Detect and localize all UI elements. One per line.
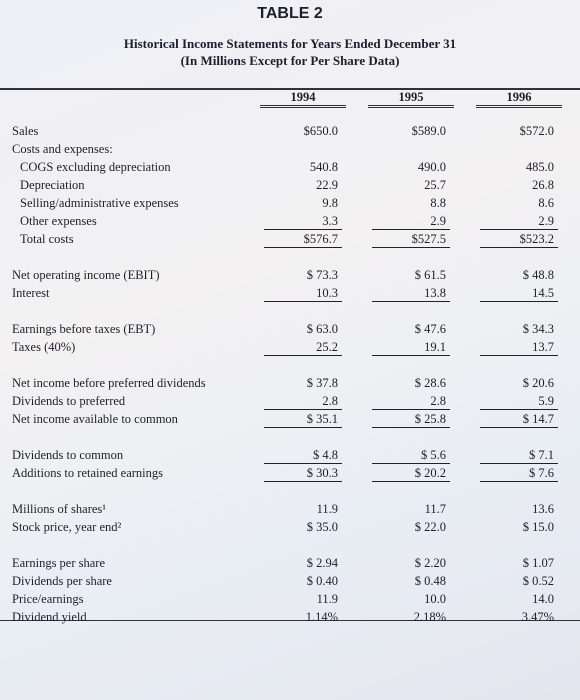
cell: $ 30.3 xyxy=(264,466,342,482)
cell: 2.8 xyxy=(372,394,450,410)
bottom-rule xyxy=(0,620,580,621)
row-label: Earnings per share xyxy=(12,556,106,570)
row-label: Costs and expenses: xyxy=(12,142,113,156)
cell: $ 20.6 xyxy=(522,376,554,390)
row-label: Depreciation xyxy=(20,178,85,192)
row-label: Total costs xyxy=(20,232,74,246)
cell: $ 35.1 xyxy=(264,412,342,428)
cell: $ 14.7 xyxy=(480,412,558,428)
cell: $ 34.3 xyxy=(522,322,554,336)
row-label: COGS excluding depreciation xyxy=(20,160,171,174)
cell: $ 37.8 xyxy=(306,376,338,390)
row-label: Dividends to preferred xyxy=(12,394,126,408)
row-label: Net income before preferred dividends xyxy=(12,376,206,390)
column-header: 1996 xyxy=(476,90,562,108)
subtitle: (In Millions Except for Per Share Data) xyxy=(180,53,400,68)
row-label: Dividends to common xyxy=(12,448,124,462)
cell: $ 7.1 xyxy=(480,448,558,464)
row-label: Selling/administrative expenses xyxy=(20,196,179,210)
cell: $ 5.6 xyxy=(372,448,450,464)
cell: $ 15.0 xyxy=(522,520,554,534)
cell: $ 25.8 xyxy=(372,412,450,428)
cell: $ 2.94 xyxy=(306,556,338,570)
cell: 5.9 xyxy=(480,394,558,410)
row-label: Sales xyxy=(12,124,39,138)
cell: 25.2 xyxy=(264,340,342,356)
cell: $ 7.6 xyxy=(480,466,558,482)
row-label: Price/earnings xyxy=(12,592,84,606)
cell: 10.3 xyxy=(264,286,342,302)
cell: $ 1.07 xyxy=(522,556,554,570)
cell: $ 48.8 xyxy=(522,268,554,282)
cell: $ 47.6 xyxy=(414,322,446,336)
cell: $ 35.0 xyxy=(306,520,338,534)
cell: 490.0 xyxy=(417,160,446,174)
row-label: Dividend yield xyxy=(12,610,87,624)
cell: 26.8 xyxy=(532,178,554,192)
row-label: Stock price, year end² xyxy=(12,520,122,534)
row-label: Earnings before taxes (EBT) xyxy=(12,322,156,336)
cell: 25.7 xyxy=(424,178,446,192)
cell: $ 4.8 xyxy=(264,448,342,464)
row-label: Other expenses xyxy=(20,214,97,228)
row-label: Net income available to common xyxy=(12,412,178,426)
cell: 1.14% xyxy=(305,610,338,624)
cell: 13.7 xyxy=(480,340,558,356)
cell: 11.9 xyxy=(316,502,338,516)
cell: 22.9 xyxy=(316,178,338,192)
title: TABLE 2 xyxy=(257,5,323,22)
cell: 2.9 xyxy=(480,214,558,230)
cell: 2.8 xyxy=(264,394,342,410)
cell: $ 73.3 xyxy=(306,268,338,282)
cell: 13.8 xyxy=(372,286,450,302)
cell: $ 63.0 xyxy=(306,322,338,336)
cell: $ 0.40 xyxy=(306,574,338,588)
cell: $ 61.5 xyxy=(414,268,446,282)
cell: 2.9 xyxy=(372,214,450,230)
subtitle: Historical Income Statements for Years E… xyxy=(123,36,457,51)
cell: 13.6 xyxy=(532,502,554,516)
cell: 8.8 xyxy=(430,196,446,210)
cell: 485.0 xyxy=(525,160,554,174)
row-label: Additions to retained earnings xyxy=(12,466,164,480)
cell: 3.3 xyxy=(264,214,342,230)
cell: $ 0.48 xyxy=(414,574,446,588)
cell: 14.0 xyxy=(532,592,554,606)
cell: $527.5 xyxy=(372,232,450,248)
row-label: Taxes (40%) xyxy=(12,340,76,354)
cell: 11.9 xyxy=(316,592,338,606)
cell: $ 0.52 xyxy=(522,574,554,588)
cell: 10.0 xyxy=(424,592,446,606)
cell: 14.5 xyxy=(480,286,558,302)
cell: 2.18% xyxy=(413,610,446,624)
cell: $576.7 xyxy=(264,232,342,248)
cell: $ 20.2 xyxy=(372,466,450,482)
row-label: Net operating income (EBIT) xyxy=(12,268,160,282)
top-rule xyxy=(0,88,580,90)
cell: $ 28.6 xyxy=(414,376,446,390)
cell: $ 22.0 xyxy=(414,520,446,534)
column-header: 1994 xyxy=(260,90,346,108)
cell: $650.0 xyxy=(303,124,338,138)
row-label: Dividends per share xyxy=(12,574,112,588)
cell: $ 2.20 xyxy=(414,556,446,570)
column-header: 1995 xyxy=(368,90,454,108)
cell: 8.6 xyxy=(538,196,554,210)
cell: 11.7 xyxy=(424,502,446,516)
cell: 540.8 xyxy=(309,160,338,174)
cell: $523.2 xyxy=(480,232,558,248)
cell: 19.1 xyxy=(372,340,450,356)
row-label: Millions of shares¹ xyxy=(12,502,107,516)
cell: $589.0 xyxy=(411,124,446,138)
cell: 3.47% xyxy=(521,610,554,624)
cell: $572.0 xyxy=(519,124,554,138)
cell: 9.8 xyxy=(322,196,338,210)
row-label: Interest xyxy=(12,286,50,300)
